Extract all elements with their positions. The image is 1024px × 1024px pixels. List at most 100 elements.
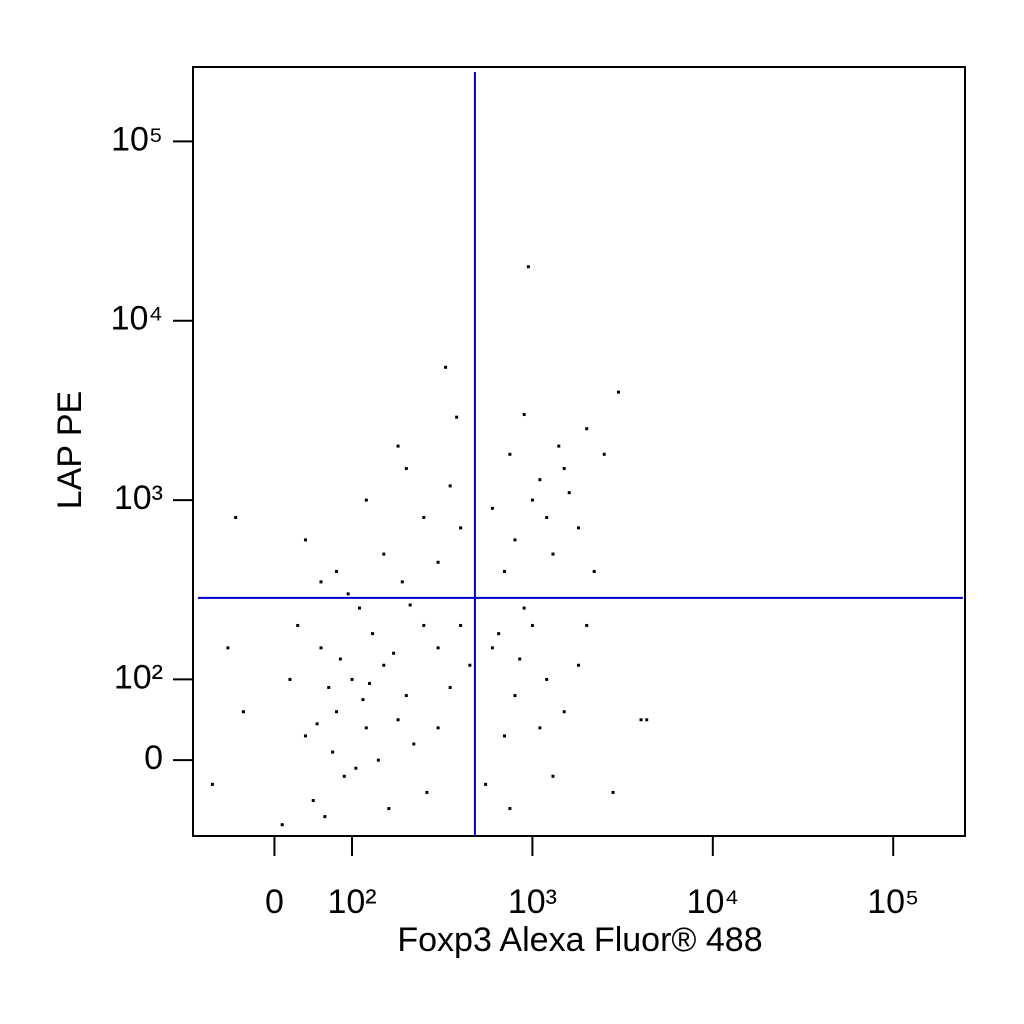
y-tick-label: 10⁴	[111, 300, 163, 338]
dot	[210, 782, 214, 786]
dot	[562, 467, 566, 471]
dot	[311, 798, 315, 802]
dot	[350, 677, 354, 681]
dot	[497, 632, 501, 636]
dot	[335, 569, 339, 573]
y-tick-label: 0	[144, 739, 163, 777]
dot	[226, 646, 230, 650]
dot	[513, 538, 517, 542]
dot	[354, 766, 358, 770]
dot	[551, 774, 555, 778]
dot	[323, 815, 327, 819]
dot	[518, 657, 522, 661]
dot	[234, 515, 238, 519]
dot	[538, 726, 542, 730]
y-tick-label: 10⁵	[111, 120, 163, 158]
dot	[422, 515, 426, 519]
dot	[522, 606, 526, 610]
dot	[364, 726, 368, 730]
dot	[241, 710, 245, 714]
dot	[484, 782, 488, 786]
dot	[327, 686, 331, 690]
dot	[331, 750, 335, 754]
dot	[404, 694, 408, 698]
dot	[459, 623, 463, 627]
dot	[425, 790, 429, 794]
dot	[448, 686, 452, 690]
dot	[530, 498, 534, 502]
dot	[526, 265, 530, 269]
dot	[436, 646, 440, 650]
dot	[562, 710, 566, 714]
dot	[592, 569, 596, 573]
dot	[371, 632, 375, 636]
dot	[436, 726, 440, 730]
x-tick-label: 10⁴	[687, 883, 739, 921]
dot	[361, 698, 365, 702]
dot	[522, 413, 526, 417]
dot	[448, 484, 452, 488]
dot	[538, 478, 542, 482]
dot	[392, 651, 396, 655]
dot	[490, 646, 494, 650]
dot	[346, 592, 350, 596]
dot	[502, 734, 506, 738]
dot	[404, 467, 408, 471]
dot	[502, 569, 506, 573]
dot	[382, 552, 386, 556]
dot	[376, 758, 380, 762]
y-axis-label: LAP PE	[51, 391, 89, 509]
dot	[335, 710, 339, 714]
dot	[319, 580, 323, 584]
dot	[368, 681, 372, 685]
dot	[455, 415, 459, 419]
dot	[364, 498, 368, 502]
dot	[557, 444, 561, 448]
dot	[412, 742, 416, 746]
x-tick-label: 10⁵	[867, 883, 919, 921]
dot	[422, 623, 426, 627]
dot	[357, 606, 361, 610]
dot	[459, 526, 463, 530]
dot	[342, 774, 346, 778]
plot-frame	[192, 66, 966, 837]
dot	[639, 718, 643, 722]
dot	[513, 694, 517, 698]
dot	[315, 722, 319, 726]
dot	[468, 663, 472, 667]
dot	[288, 677, 292, 681]
dot	[436, 560, 440, 564]
dot	[400, 580, 404, 584]
dot	[396, 718, 400, 722]
dot	[490, 506, 494, 510]
dot	[382, 663, 386, 667]
dot	[319, 646, 323, 650]
dot	[396, 444, 400, 448]
dot	[303, 538, 307, 542]
dot	[530, 623, 534, 627]
dot	[338, 657, 342, 661]
x-tick-label: 10²	[327, 883, 376, 921]
dot	[551, 552, 555, 556]
dot	[303, 734, 307, 738]
dot	[545, 677, 549, 681]
dot	[296, 623, 300, 627]
dot	[508, 807, 512, 811]
dot	[408, 603, 412, 607]
x-axis-label: Foxp3 Alexa Fluor® 488	[397, 921, 762, 959]
x-tick-label: 0	[265, 883, 284, 921]
dot	[611, 790, 615, 794]
dot	[602, 452, 606, 456]
dot	[508, 452, 512, 456]
dot	[387, 807, 391, 811]
x-tick-label: 10³	[508, 883, 557, 921]
dot	[444, 365, 448, 369]
dot	[280, 823, 284, 827]
dot	[576, 526, 580, 530]
dot	[585, 623, 589, 627]
y-tick-label: 10²	[114, 658, 163, 696]
dot	[645, 718, 649, 722]
dot	[616, 390, 620, 394]
dot	[576, 663, 580, 667]
